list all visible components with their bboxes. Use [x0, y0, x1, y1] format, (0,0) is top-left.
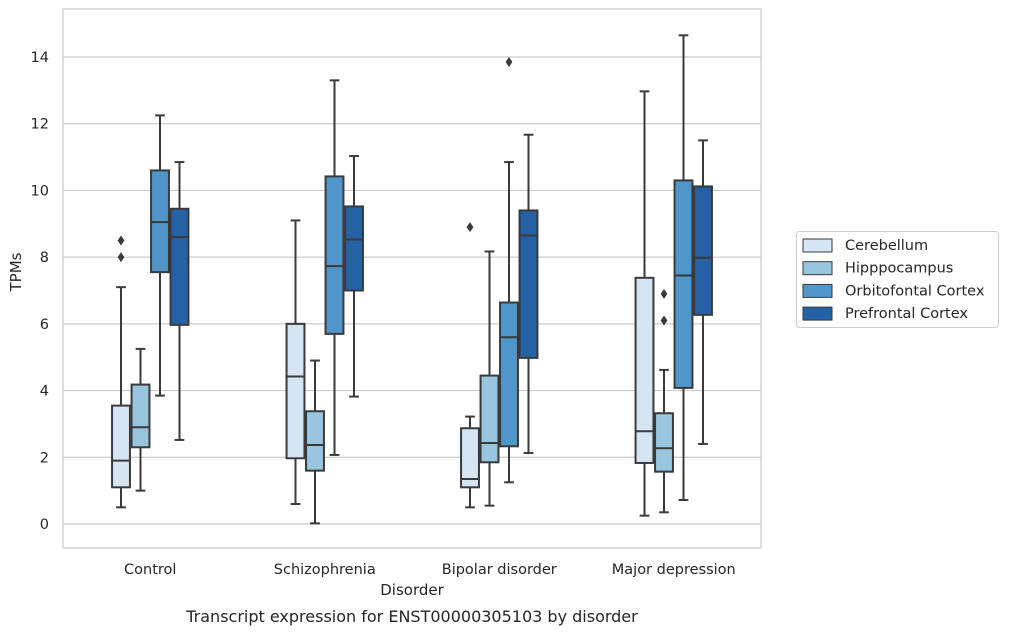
box-body — [654, 412, 674, 473]
box-body — [169, 207, 190, 326]
box-prefrontal-cortex — [518, 133, 539, 454]
legend: Cerebellum Hipppocampus Orbitofontal Corte… — [796, 231, 999, 328]
legend-label: Cerebellum — [845, 238, 928, 254]
x-tick-label: Bipolar disorder — [442, 562, 557, 578]
box-groups — [111, 34, 713, 525]
legend-swatch — [802, 261, 833, 276]
box-cerebellum — [634, 90, 655, 517]
box-body — [673, 179, 694, 389]
box-body — [324, 175, 345, 335]
y-tick-label: 10 — [31, 183, 49, 199]
figure-caption: Transcript expression for ENST0000030510… — [185, 607, 638, 626]
legend-label: Hipppocampus — [845, 261, 953, 277]
box-orbitofontal-cortex — [499, 57, 519, 484]
box-prefrontal-cortex — [693, 139, 713, 445]
outlier-point — [117, 235, 125, 246]
box-body — [479, 374, 500, 464]
outlier-point — [466, 222, 474, 233]
y-tick-label: 8 — [40, 250, 49, 266]
box-orbitofontal-cortex — [673, 34, 694, 501]
x-axis-title: Disorder — [380, 581, 444, 599]
y-tick-label: 6 — [40, 317, 49, 333]
y-tick-label: 0 — [40, 517, 49, 533]
box-prefrontal-cortex — [344, 155, 364, 398]
box-body — [111, 404, 131, 489]
box-body — [305, 410, 325, 472]
box-hipppocampus — [479, 250, 500, 507]
legend-label: Prefrontal Cortex — [845, 306, 968, 322]
box-body — [693, 185, 713, 316]
outlier-point — [660, 288, 668, 299]
y-tick-label: 14 — [31, 50, 49, 66]
box-prefrontal-cortex — [169, 161, 190, 441]
box-cerebellum — [460, 222, 480, 509]
box-body — [518, 209, 539, 359]
box-orbitofontal-cortex — [150, 114, 170, 397]
box-body — [130, 383, 151, 449]
y-tick-labels: 0 2 4 6 8 10 12 14 — [31, 50, 49, 533]
legend-swatch — [802, 238, 833, 253]
box-orbitofontal-cortex — [324, 79, 345, 456]
y-tick-label: 4 — [40, 384, 49, 400]
outlier-point — [117, 252, 125, 263]
x-tick-label: Control — [124, 562, 176, 578]
legend-label: Orbitofontal Cortex — [845, 283, 985, 299]
box-cerebellum — [111, 235, 131, 509]
legend-frame — [796, 231, 999, 328]
y-tick-label: 2 — [40, 450, 49, 466]
x-tick-label: Schizophrenia — [274, 562, 376, 578]
outlier-point — [660, 315, 668, 326]
box-body — [634, 276, 655, 464]
outlier-point — [505, 57, 513, 68]
y-axis-title: TPMs — [7, 252, 25, 292]
box-body — [285, 322, 306, 460]
x-tick-label: Major depression — [612, 562, 736, 578]
legend-swatch — [802, 283, 833, 298]
x-tick-labels: Control Schizophrenia Bipolar disorder Majo… — [124, 562, 736, 578]
box-body — [499, 301, 519, 448]
box-hipppocampus — [305, 359, 325, 525]
box-body — [344, 205, 364, 292]
box-body — [460, 427, 480, 489]
box-hipppocampus — [654, 288, 674, 514]
plot-frame — [62, 8, 762, 549]
box-cerebellum — [285, 219, 306, 505]
box-hipppocampus — [130, 347, 151, 492]
y-tick-label: 12 — [31, 117, 49, 133]
legend-swatch — [802, 306, 833, 321]
